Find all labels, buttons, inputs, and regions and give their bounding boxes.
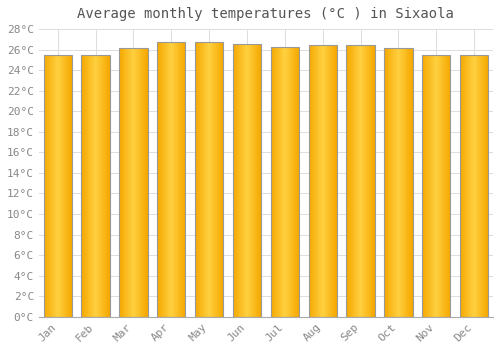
Title: Average monthly temperatures (°C ) in Sixaola: Average monthly temperatures (°C ) in Si… bbox=[78, 7, 454, 21]
Bar bbox=[157, 42, 186, 317]
Bar bbox=[119, 48, 148, 317]
Bar bbox=[346, 46, 375, 317]
Bar bbox=[384, 48, 412, 317]
Bar bbox=[422, 55, 450, 317]
Bar bbox=[460, 55, 488, 317]
Bar bbox=[270, 47, 299, 317]
Bar bbox=[308, 46, 337, 317]
Bar bbox=[233, 44, 261, 317]
Bar bbox=[44, 55, 72, 317]
Bar bbox=[82, 55, 110, 317]
Bar bbox=[195, 42, 224, 317]
